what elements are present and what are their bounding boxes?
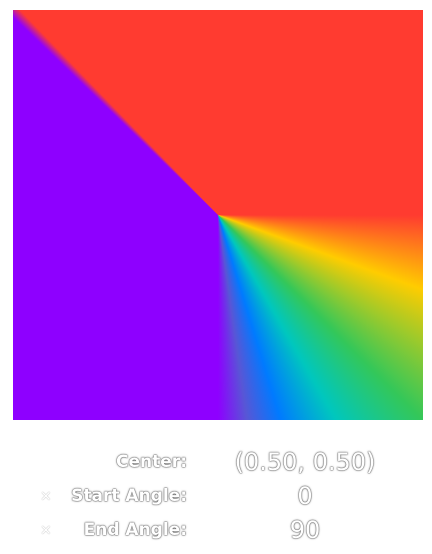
- angular-gradient-preview[interactable]: [13, 10, 423, 420]
- center-value: (0.50, 0.50): [234, 448, 376, 476]
- end-angle-marker-icon: ✕: [40, 523, 52, 539]
- center-label: Center:: [116, 452, 187, 472]
- end-angle-value: 90: [289, 516, 321, 544]
- gradient-parameters: Center: (0.50, 0.50) ✕ Start Angle: 0 ✕ …: [0, 446, 432, 548]
- start-angle-row: ✕ Start Angle: 0: [0, 480, 432, 514]
- start-angle-label: Start Angle:: [71, 486, 187, 506]
- start-angle-value: 0: [297, 482, 313, 510]
- start-angle-marker-icon: ✕: [40, 489, 52, 505]
- center-row: Center: (0.50, 0.50): [0, 446, 432, 480]
- end-angle-label: End Angle:: [83, 520, 187, 540]
- end-angle-row: ✕ End Angle: 90: [0, 514, 432, 548]
